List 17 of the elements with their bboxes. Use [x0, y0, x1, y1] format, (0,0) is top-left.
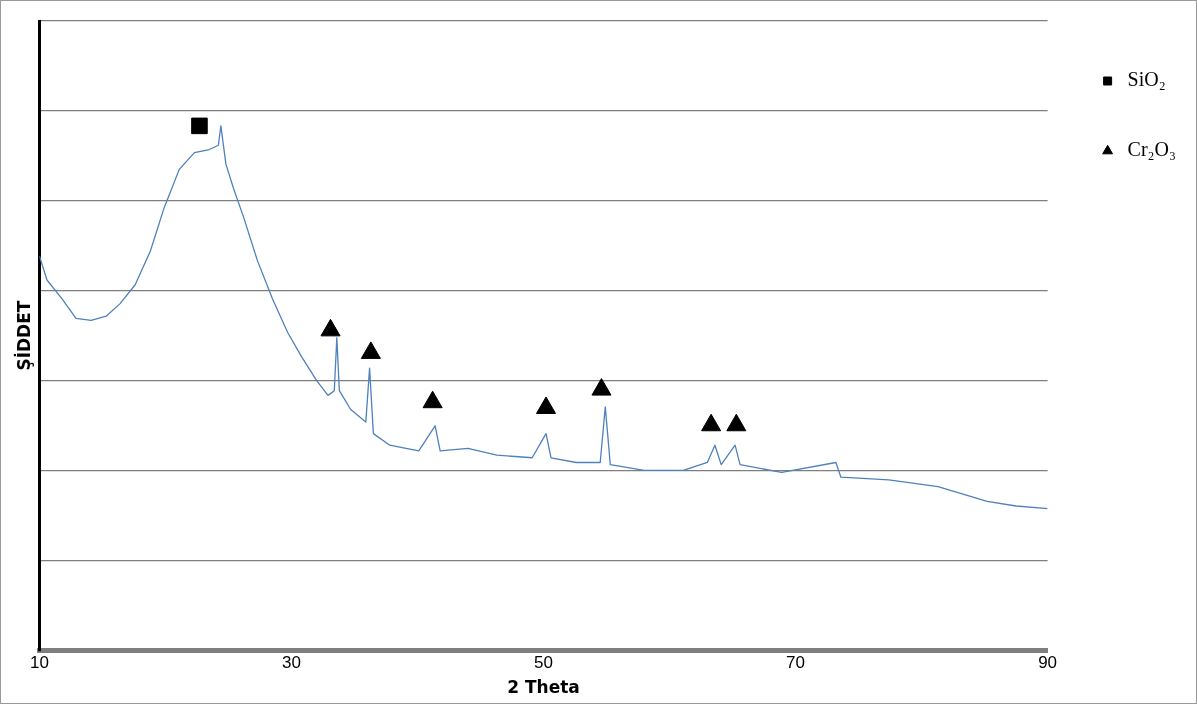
point: [536, 396, 557, 414]
x-tick-label: 30: [281, 653, 301, 673]
legend-label: SiO₂: [1127, 68, 1166, 91]
x-tick-label: 90: [1038, 653, 1058, 673]
x-tick-label: 50: [534, 653, 553, 673]
x-axis-title: 2 Theta: [507, 677, 580, 698]
point: [422, 390, 443, 409]
point: [320, 318, 341, 337]
point: [591, 378, 612, 396]
x-tick-label: 10: [29, 653, 49, 673]
legend-label: Cr₂O₃: [1127, 138, 1176, 161]
y-axis-title: ŞİDDET: [12, 300, 34, 371]
point: [701, 413, 722, 432]
point: [191, 117, 208, 135]
x-tick-label: 70: [786, 653, 806, 673]
point: [360, 341, 381, 359]
point: [726, 413, 747, 432]
